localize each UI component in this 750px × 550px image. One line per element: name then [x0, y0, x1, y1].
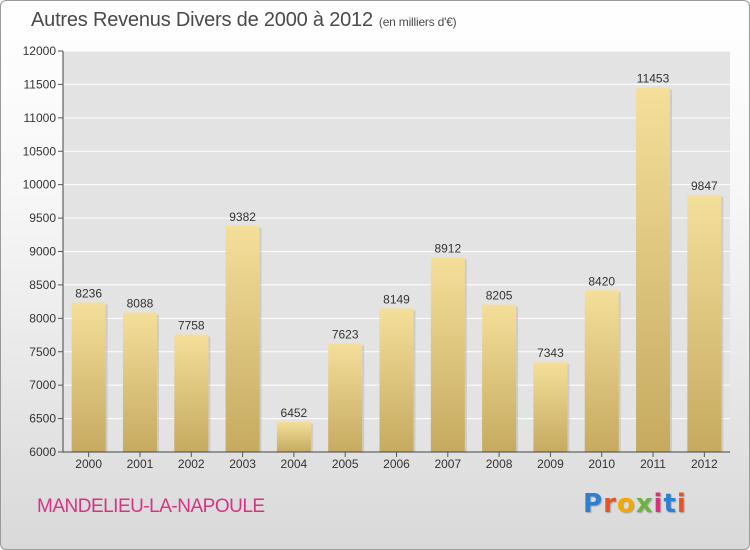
bar-value-label: 8236 — [75, 287, 102, 301]
x-tick-label: 2003 — [229, 457, 256, 471]
x-tick-label: 2005 — [332, 457, 359, 471]
bar-value-label: 9847 — [691, 179, 718, 193]
bars: 8236 8088 7758 9382 6452 7623 8149 8912 8205 7343… — [71, 72, 724, 453]
x-tick-label: 2007 — [434, 457, 461, 471]
y-tick-label: 6500 — [29, 412, 56, 426]
bar — [636, 87, 671, 452]
bar — [174, 334, 209, 452]
bar-value-label: 7343 — [537, 346, 564, 360]
x-tick-label: 2011 — [640, 457, 666, 471]
y-tick-label: 6000 — [29, 445, 56, 459]
bar — [430, 257, 465, 452]
y-tick-label: 9000 — [29, 245, 56, 259]
logo-letter: r — [603, 489, 617, 519]
commune-name: MANDELIEU-LA-NAPOULE — [37, 496, 265, 517]
x-tick-label: 2006 — [383, 457, 410, 471]
logo-letter: i — [653, 489, 664, 519]
bar-value-label: 11453 — [637, 72, 670, 86]
logo-letter: o — [616, 489, 636, 519]
axes: 6000 6500 7000 7500 8000 8500 9000 9500 10000 105… — [23, 44, 730, 471]
chart-title: Autres Revenus Divers de 2000 à 2012 (en … — [31, 9, 457, 32]
x-tick-label: 2002 — [178, 457, 205, 471]
bar — [276, 421, 311, 452]
bar-value-label: 7623 — [332, 328, 359, 342]
bar — [328, 343, 363, 452]
x-tick-label: 2004 — [281, 457, 308, 471]
bar-value-label: 7758 — [178, 319, 205, 333]
y-tick-label: 10000 — [23, 178, 57, 192]
y-tick-label: 11000 — [24, 111, 57, 125]
bar-value-label: 8912 — [434, 241, 461, 255]
bar — [71, 302, 106, 452]
x-tick-label: 2001 — [127, 457, 154, 471]
y-tick-label: 7500 — [29, 345, 56, 359]
y-tick-label: 10500 — [23, 144, 57, 158]
bar — [225, 225, 260, 452]
bar-value-label: 9382 — [229, 210, 256, 224]
y-tick-label: 12000 — [23, 44, 57, 58]
bar-value-label: 8149 — [383, 292, 410, 306]
x-tick-label: 2010 — [588, 457, 615, 471]
y-tick-label: 7000 — [29, 378, 56, 392]
bar-value-label: 8420 — [588, 274, 615, 288]
logo-letter: P — [583, 489, 604, 519]
bar — [482, 304, 517, 452]
bar — [122, 312, 157, 452]
bar-value-label: 8088 — [127, 296, 154, 310]
x-tick-label: 2008 — [486, 457, 513, 471]
bar — [379, 308, 414, 452]
logo-letter: t — [663, 489, 677, 519]
chart-unit: (en milliers d'€) — [378, 15, 457, 29]
y-tick-label: 11500 — [24, 77, 57, 91]
chart-title-text: Autres Revenus Divers de 2000 à 2012 — [31, 9, 373, 31]
logo-letter: x — [635, 489, 654, 519]
x-tick-label: 2009 — [537, 457, 564, 471]
proxiti-logo[interactable]: Proxiti — [583, 489, 687, 519]
bar-value-label: 8205 — [486, 289, 513, 303]
y-tick-label: 8000 — [29, 311, 56, 325]
bar-value-label: 6452 — [281, 406, 308, 420]
bar — [533, 362, 568, 452]
y-tick-label: 8500 — [29, 278, 56, 292]
x-tick-label: 2000 — [75, 457, 102, 471]
y-tick-label: 9500 — [29, 211, 56, 225]
bar — [584, 290, 619, 452]
logo-letter: i — [676, 489, 687, 519]
bar — [687, 194, 722, 453]
x-tick-label: 2012 — [691, 457, 718, 471]
